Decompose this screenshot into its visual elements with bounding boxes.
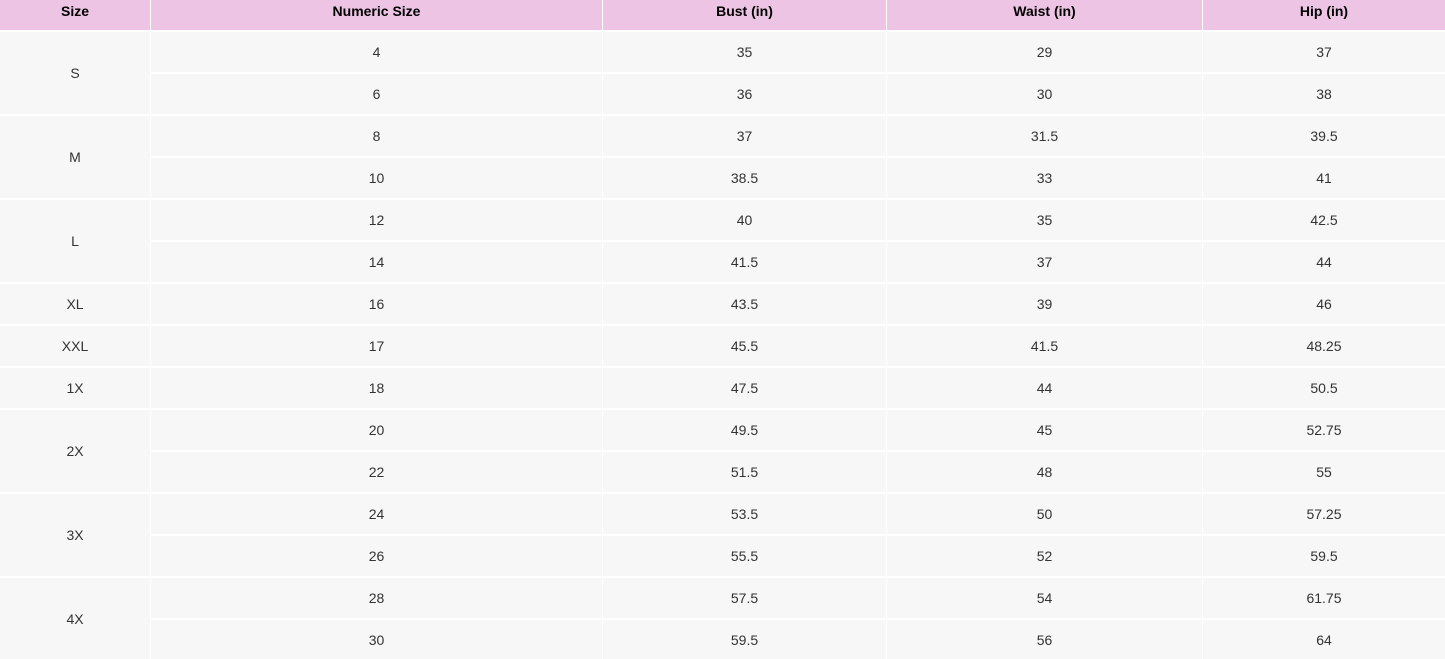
value-cell: 14 — [151, 242, 602, 282]
value-cell: 55.5 — [603, 536, 886, 576]
value-cell: 33 — [887, 158, 1202, 198]
value-cell: 41.5 — [603, 242, 886, 282]
header-cell: Waist (in) — [887, 0, 1202, 30]
value-cell: 39.5 — [1203, 116, 1445, 156]
value-cell: 30 — [151, 620, 602, 659]
value-cell: 64 — [1203, 620, 1445, 659]
value-cell: 24 — [151, 494, 602, 534]
value-cell: 44 — [1203, 242, 1445, 282]
value-cell: 49.5 — [603, 410, 886, 450]
size-cell: 3X — [0, 494, 150, 576]
size-cell: 2X — [0, 410, 150, 492]
value-cell: 41 — [1203, 158, 1445, 198]
table-row: 26 55.5 52 59.5 — [0, 536, 1445, 576]
value-cell: 36 — [603, 74, 886, 114]
value-cell: 59.5 — [603, 620, 886, 659]
value-cell: 61.75 — [1203, 578, 1445, 618]
size-cell: XL — [0, 284, 150, 324]
value-cell: 40 — [603, 200, 886, 240]
value-cell: 6 — [151, 74, 602, 114]
value-cell: 26 — [151, 536, 602, 576]
value-cell: 12 — [151, 200, 602, 240]
header-cell: Bust (in) — [603, 0, 886, 30]
value-cell: 50 — [887, 494, 1202, 534]
size-cell: S — [0, 32, 150, 114]
table-row: 3X 24 53.5 50 57.25 — [0, 494, 1445, 576]
table-row: XXL 17 45.5 41.5 48.25 — [0, 326, 1445, 366]
table-row: L 12 40 35 42.5 — [0, 200, 1445, 282]
value-cell: 10 — [151, 158, 602, 198]
value-cell: 20 — [151, 410, 602, 450]
value-cell: 35 — [603, 32, 886, 72]
value-cell: 16 — [151, 284, 602, 324]
value-cell: 37 — [1203, 32, 1445, 72]
value-cell: 8 — [151, 116, 602, 156]
table-row: 4X 28 57.5 54 61.75 — [0, 578, 1445, 659]
table-row: 1X 18 47.5 44 50.5 — [0, 368, 1445, 408]
table-body: S 4 35 29 37 6 36 30 38 M 8 37 31.5 39.5 10 38.5 33 41 L 12… — [0, 32, 1445, 659]
value-cell: 53.5 — [603, 494, 886, 534]
size-cell: L — [0, 200, 150, 282]
value-cell: 30 — [887, 74, 1202, 114]
table-row: XL 16 43.5 39 46 — [0, 284, 1445, 324]
value-cell: 55 — [1203, 452, 1445, 492]
table-row: S 4 35 29 37 — [0, 32, 1445, 114]
value-cell: 57.25 — [1203, 494, 1445, 534]
value-cell: 56 — [887, 620, 1202, 659]
value-cell: 57.5 — [603, 578, 886, 618]
value-cell: 38 — [1203, 74, 1445, 114]
header-cell: Hip (in) — [1203, 0, 1445, 30]
value-cell: 44 — [887, 368, 1202, 408]
value-cell: 22 — [151, 452, 602, 492]
value-cell: 31.5 — [887, 116, 1202, 156]
value-cell: 17 — [151, 326, 602, 366]
value-cell: 4 — [151, 32, 602, 72]
value-cell: 43.5 — [603, 284, 886, 324]
value-cell: 37 — [603, 116, 886, 156]
value-cell: 28 — [151, 578, 602, 618]
header-row: Size Numeric Size Bust (in) Waist (in) Hip (… — [0, 0, 1445, 30]
table-row: 14 41.5 37 44 — [0, 242, 1445, 282]
value-cell: 51.5 — [603, 452, 886, 492]
value-cell: 52.75 — [1203, 410, 1445, 450]
size-cell: M — [0, 116, 150, 198]
size-cell: 4X — [0, 578, 150, 659]
value-cell: 50.5 — [1203, 368, 1445, 408]
value-cell: 59.5 — [1203, 536, 1445, 576]
value-cell: 54 — [887, 578, 1202, 618]
value-cell: 45 — [887, 410, 1202, 450]
value-cell: 41.5 — [887, 326, 1202, 366]
value-cell: 46 — [1203, 284, 1445, 324]
table-row: M 8 37 31.5 39.5 — [0, 116, 1445, 198]
size-cell: XXL — [0, 326, 150, 366]
table-row: 30 59.5 56 64 — [0, 620, 1445, 659]
value-cell: 35 — [887, 200, 1202, 240]
table-row: 2X 20 49.5 45 52.75 — [0, 410, 1445, 492]
value-cell: 42.5 — [1203, 200, 1445, 240]
value-cell: 45.5 — [603, 326, 886, 366]
table-row: 6 36 30 38 — [0, 74, 1445, 114]
value-cell: 37 — [887, 242, 1202, 282]
value-cell: 39 — [887, 284, 1202, 324]
table-row: 22 51.5 48 55 — [0, 452, 1445, 492]
header-cell: Size — [0, 0, 150, 30]
value-cell: 47.5 — [603, 368, 886, 408]
value-cell: 48.25 — [1203, 326, 1445, 366]
value-cell: 38.5 — [603, 158, 886, 198]
value-cell: 18 — [151, 368, 602, 408]
value-cell: 48 — [887, 452, 1202, 492]
value-cell: 52 — [887, 536, 1202, 576]
size-cell: 1X — [0, 368, 150, 408]
header-cell: Numeric Size — [151, 0, 602, 30]
table-row: 10 38.5 33 41 — [0, 158, 1445, 198]
value-cell: 29 — [887, 32, 1202, 72]
